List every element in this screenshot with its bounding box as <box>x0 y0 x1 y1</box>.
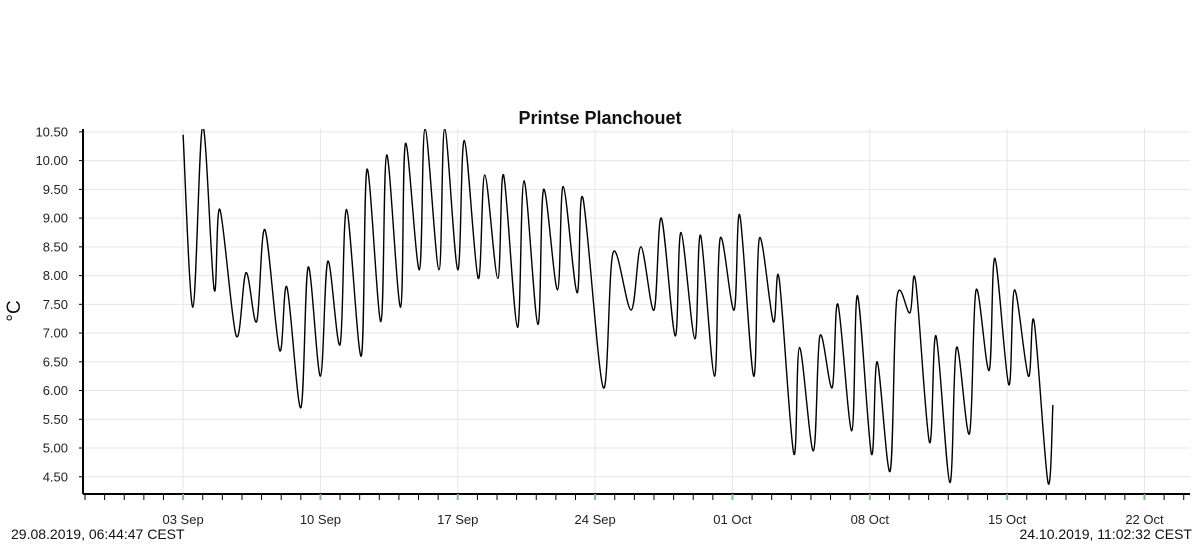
x-tick-label: 01 Oct <box>713 512 752 527</box>
y-tick-label: 6.00 <box>43 383 68 398</box>
y-tick-label: 6.50 <box>43 354 68 369</box>
y-axis-label: °C <box>4 300 25 321</box>
x-tick-label: 22 Oct <box>1125 512 1164 527</box>
y-tick-label: 8.00 <box>43 268 68 283</box>
y-axis-ticks: 4.50 5.00 5.50 6.00 6.50 7.00 7.50 8.00 8.50 9.00… <box>35 124 83 484</box>
x-tick-label: 24 Sep <box>575 512 616 527</box>
y-tick-label: 5.00 <box>43 441 68 456</box>
x-tick-label: 17 Sep <box>437 512 478 527</box>
range-start-timestamp: 29.08.2019, 06:44:47 CEST <box>11 526 185 542</box>
x-tick-label: 08 Oct <box>851 512 890 527</box>
x-tick-label: 15 Oct <box>988 512 1027 527</box>
series-layer <box>182 129 1054 485</box>
y-tick-label: 10.00 <box>35 153 68 168</box>
grid-lines <box>83 129 1190 494</box>
range-end-timestamp: 24.10.2019, 11:02:32 CEST <box>1019 526 1192 542</box>
y-tick-label: 9.50 <box>43 182 68 197</box>
x-tick-label: 10 Sep <box>300 512 341 527</box>
y-tick-label: 5.50 <box>43 412 68 427</box>
y-tick-label: 9.00 <box>43 211 68 226</box>
x-tick-label: 03 Sep <box>162 512 203 527</box>
y-tick-label: 10.50 <box>35 124 68 139</box>
temperature-series-line <box>182 129 1054 485</box>
y-tick-label: 7.50 <box>43 297 68 312</box>
axes <box>82 129 1190 495</box>
chart-title: Printse Planchouet <box>518 108 681 128</box>
x-axis-ticks: 03 Sep 10 Sep 17 Sep 24 Sep 01 Oct 08 Oct 15 O… <box>84 494 1185 527</box>
y-tick-label: 7.00 <box>43 326 68 341</box>
y-tick-label: 4.50 <box>43 469 68 484</box>
y-tick-label: 8.50 <box>43 239 68 254</box>
